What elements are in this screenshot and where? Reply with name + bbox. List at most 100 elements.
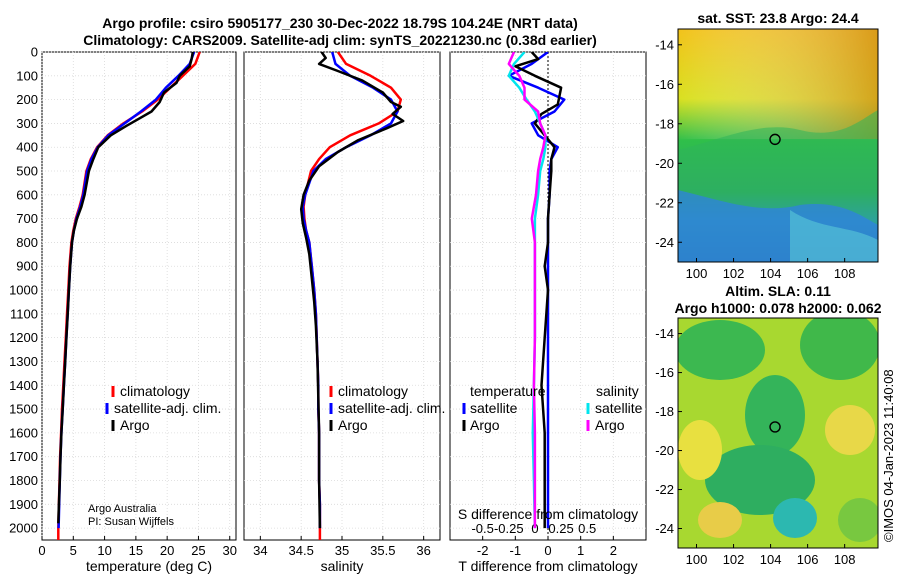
temperature-tick-labels: 0 5 10 15 20 25 30: [38, 536, 237, 558]
y-tick-label: 1300: [9, 354, 38, 369]
legend-label-argo: Argo: [338, 417, 368, 433]
lat-tick-label: -16: [655, 77, 674, 92]
argo-location-marker: [769, 133, 781, 146]
sst-warm-region: [678, 29, 878, 139]
lon-tick-label: 106: [797, 552, 819, 567]
legend-label-t-argo: Argo: [470, 417, 500, 433]
difference-xlabel: T difference from climatology: [458, 558, 637, 574]
salinity-tick-labels: 34 34.5 35 35.5 36: [253, 536, 431, 558]
s-difference-tick-labels: -0.5 -0.25 0 0.25 0.5: [471, 521, 596, 536]
sla-blob: [698, 502, 742, 538]
difference-series: [507, 52, 566, 529]
legend-label-s-satellite: satellite: [595, 400, 643, 416]
s-tick-label: 0.5: [578, 521, 596, 536]
difference-panel: -2 -1 0 1 2 -0.5 -0.25 0 0.25 0.5 S difference f…: [449, 51, 647, 574]
temperature-grid: [41, 51, 236, 540]
legend-label-t-satellite: satellite: [470, 400, 518, 416]
sla-blob: [825, 405, 875, 455]
sla-longitude-ticks: 100 102 104 106 108: [686, 544, 856, 567]
sst-map-title: sat. SST: 23.8 Argo: 24.4: [697, 10, 859, 26]
lat-tick-label: -16: [655, 365, 674, 380]
argo-location-marker: [769, 421, 781, 433]
sla-blob: [800, 318, 878, 380]
lon-tick-label: 102: [723, 552, 745, 567]
y-tick-label: 500: [16, 164, 38, 179]
sla-heatmap: [678, 318, 878, 548]
s-tick-label: -0.25: [494, 521, 524, 536]
y-tick-label: 100: [16, 68, 38, 83]
y-tick-label: 400: [16, 140, 38, 155]
y-tick-label: 1900: [9, 497, 38, 512]
sla-map-panel: Altim. SLA: 0.11 Argo h1000: 0.078 h2000…: [655, 283, 882, 567]
y-tick-label: 0: [31, 45, 38, 60]
y-tick-label: 700: [16, 211, 38, 226]
y-tick-label: 1700: [9, 449, 38, 464]
x-tick-label: 10: [97, 543, 111, 558]
y-tick-label: 1000: [9, 283, 38, 298]
x-tick-label: 0: [544, 543, 551, 558]
legend-label-argo: Argo: [120, 417, 150, 433]
y-tick-label: 800: [16, 235, 38, 250]
x-tick-label: 5: [70, 543, 77, 558]
temperature-xlabel: temperature (deg C): [86, 558, 212, 574]
lat-tick-label: -22: [655, 482, 674, 497]
y-tick-label: 900: [16, 259, 38, 274]
legend-label-s-argo: Argo: [595, 417, 625, 433]
difference-legend: temperature salinity satellite Argo sate…: [462, 383, 643, 433]
lon-tick-label: 102: [723, 266, 745, 281]
lon-tick-label: 100: [686, 552, 708, 567]
lat-tick-label: -18: [655, 404, 674, 419]
figure-title-line1: Argo profile: csiro 5905177_230 30-Dec-2…: [102, 15, 577, 31]
depth-tick-labels: 0 100 200 300 400 500 600 700 800 900 1000 1100 1200…: [9, 45, 38, 536]
lat-tick-label: -22: [655, 195, 674, 210]
salinity-series: [299, 52, 405, 540]
s-tick-label: 0.25: [548, 521, 573, 536]
lon-tick-label: 108: [834, 552, 856, 567]
s-tick-label: 0: [531, 521, 538, 536]
sla-map-title-line2: Argo h1000: 0.078 h2000: 0.062: [674, 300, 881, 316]
legend-label-climatology: climatology: [120, 383, 190, 399]
x-tick-label: 1: [577, 543, 584, 558]
s-tick-label: -0.5: [471, 521, 493, 536]
figure-title-line2: Climatology: CARS2009. Satellite-adj cli…: [83, 32, 597, 48]
temperature-series: [57, 52, 201, 540]
x-tick-label: 35.5: [370, 543, 395, 558]
y-tick-label: 1400: [9, 378, 38, 393]
y-tick-label: 1200: [9, 330, 38, 345]
sst-cyan-patch: [790, 210, 878, 262]
lat-tick-label: -14: [655, 37, 674, 52]
sla-latitude-ticks: -14 -16 -18 -20 -22 -24: [655, 326, 682, 536]
y-tick-label: 2000: [9, 521, 38, 536]
sla-blob: [773, 498, 817, 538]
x-tick-label: 36: [416, 543, 430, 558]
sst-heatmap: [678, 29, 878, 262]
sla-blob: [745, 375, 805, 455]
y-tick-label: 300: [16, 116, 38, 131]
x-tick-label: 20: [160, 543, 174, 558]
y-tick-label: 1100: [10, 306, 38, 321]
sla-blob: [678, 320, 765, 380]
series-line-argo: [299, 52, 405, 529]
lat-tick-label: -24: [655, 235, 674, 250]
lon-tick-label: 106: [797, 266, 819, 281]
x-tick-label: 15: [129, 543, 143, 558]
credit-line2: PI: Susan Wijffels: [88, 516, 174, 528]
lat-tick-label: -20: [655, 443, 674, 458]
imos-timestamp: ©IMOS 04-Jan-2023 11:40:08: [881, 369, 896, 542]
series-line-t-argo: [514, 52, 563, 529]
x-tick-label: -2: [477, 543, 489, 558]
legend-label-satellite: satellite-adj. clim.: [114, 400, 221, 416]
y-tick-label: 600: [16, 187, 38, 202]
sla-map-title-line1: Altim. SLA: 0.11: [725, 283, 831, 299]
sla-blob: [705, 445, 815, 515]
x-tick-label: 0: [38, 543, 45, 558]
sla-blob: [838, 498, 878, 542]
temperature-panel: 0100200300400500600700800900100011001200…: [9, 45, 237, 575]
legend-label-satellite: satellite-adj. clim.: [338, 400, 445, 416]
legend-label-climatology: climatology: [338, 383, 408, 399]
temperature-legend: climatology satellite-adj. clim. Argo: [105, 383, 221, 433]
sst-map-panel: sat. SST: 23.8 Argo: 24.4 100 102 104 106 10…: [655, 10, 879, 281]
salinity-legend: climatology satellite-adj. clim. Argo: [329, 383, 445, 433]
t-difference-tick-labels: -2 -1 0 1 2: [477, 536, 617, 558]
